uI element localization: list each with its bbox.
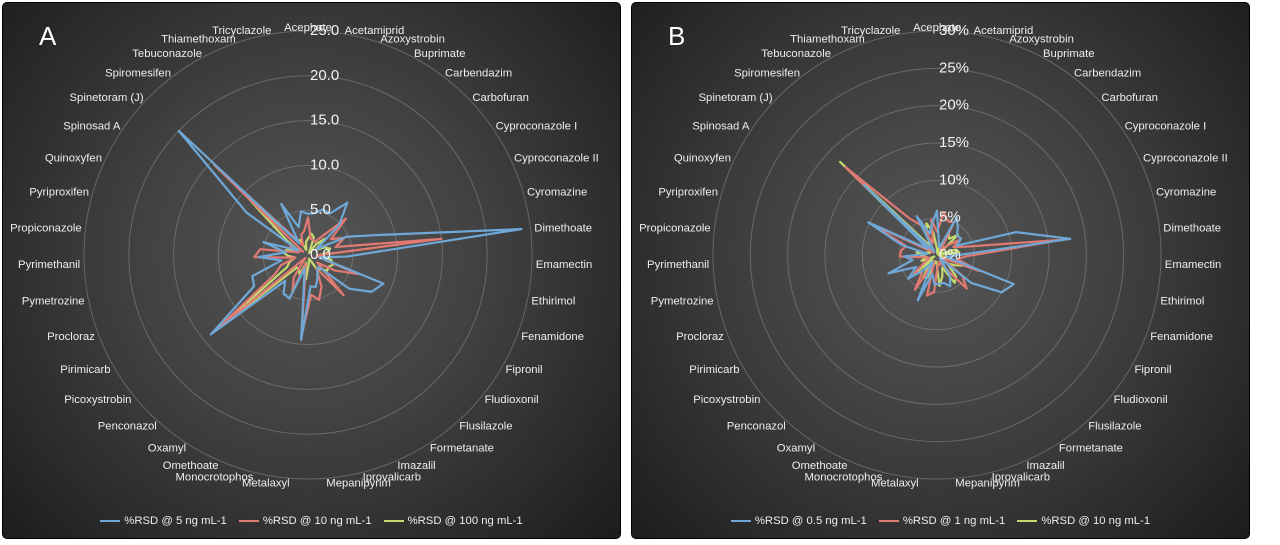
svg-text:0.0: 0.0 — [310, 246, 331, 263]
svg-text:Cyproconazole II: Cyproconazole II — [1143, 152, 1228, 164]
svg-text:Pyrimethanil: Pyrimethanil — [18, 259, 80, 271]
svg-text:Pyriproxifen: Pyriproxifen — [658, 187, 718, 199]
svg-text:10.0: 10.0 — [310, 156, 339, 173]
svg-text:0%: 0% — [939, 246, 961, 263]
svg-text:15.0: 15.0 — [310, 112, 339, 129]
svg-text:Spinetoram (J): Spinetoram (J) — [70, 92, 144, 104]
svg-text:Pirimicarb: Pirimicarb — [689, 364, 739, 376]
svg-text:Quinoxyfen: Quinoxyfen — [45, 152, 102, 164]
svg-text:Spiromesifen: Spiromesifen — [105, 68, 171, 80]
svg-text:Azoxystrobin: Azoxystrobin — [380, 34, 445, 46]
svg-text:Buprimate: Buprimate — [414, 48, 466, 60]
svg-text:Flusilazole: Flusilazole — [1088, 421, 1141, 433]
svg-text:Fludioxonil: Fludioxonil — [485, 394, 539, 406]
svg-text:Tebuconazole: Tebuconazole — [132, 48, 202, 60]
svg-text:15%: 15% — [939, 134, 969, 151]
svg-text:Tebuconazole: Tebuconazole — [761, 48, 831, 60]
svg-text:Picoxystrobin: Picoxystrobin — [693, 394, 760, 406]
svg-text:Carbendazim: Carbendazim — [445, 68, 512, 80]
svg-text:Omethoate: Omethoate — [792, 460, 848, 472]
svg-text:Cyproconazole I: Cyproconazole I — [1125, 121, 1207, 133]
svg-text:Fipronil: Fipronil — [506, 364, 543, 376]
svg-text:Spinosad A: Spinosad A — [63, 121, 121, 133]
svg-text:Flusilazole: Flusilazole — [459, 421, 512, 433]
svg-text:Formetanate: Formetanate — [430, 443, 494, 455]
svg-text:Pyriproxifen: Pyriproxifen — [29, 187, 89, 199]
svg-text:Tricyclazole: Tricyclazole — [841, 25, 900, 37]
svg-text:Pyrimethanil: Pyrimethanil — [647, 259, 709, 271]
svg-text:Propiconazole: Propiconazole — [10, 223, 82, 235]
svg-text:Monocrotophos: Monocrotophos — [176, 471, 254, 483]
svg-text:Acephate: Acephate — [284, 22, 332, 34]
svg-text:Ethirimol: Ethirimol — [531, 296, 575, 308]
svg-text:Carbendazim: Carbendazim — [1074, 68, 1141, 80]
svg-text:Carbofuran: Carbofuran — [1101, 92, 1158, 104]
svg-text:Penconazol: Penconazol — [727, 421, 786, 433]
svg-text:Mepanipyrim: Mepanipyrim — [955, 477, 1020, 489]
svg-text:Procloraz: Procloraz — [676, 331, 724, 343]
svg-text:20%: 20% — [939, 97, 969, 114]
svg-text:Cyromazine: Cyromazine — [527, 187, 587, 199]
svg-text:Quinoxyfen: Quinoxyfen — [674, 152, 731, 164]
svg-text:Ethirimol: Ethirimol — [1160, 296, 1204, 308]
svg-text:Fenamidone: Fenamidone — [1150, 331, 1213, 343]
svg-text:Spiromesifen: Spiromesifen — [734, 68, 800, 80]
svg-text:Dimethoate: Dimethoate — [534, 223, 592, 235]
svg-text:Cyromazine: Cyromazine — [1156, 187, 1216, 199]
svg-text:Monocrotophos: Monocrotophos — [805, 471, 883, 483]
svg-text:A: A — [39, 21, 57, 51]
svg-text:Cyproconazole II: Cyproconazole II — [514, 152, 599, 164]
svg-text:Acephate: Acephate — [913, 22, 961, 34]
svg-text:Mepanipyrim: Mepanipyrim — [326, 477, 391, 489]
svg-text:Emamectin: Emamectin — [1165, 259, 1222, 271]
svg-text:B: B — [668, 21, 685, 51]
svg-text:Fludioxonil: Fludioxonil — [1114, 394, 1168, 406]
svg-text:20.0: 20.0 — [310, 67, 339, 84]
svg-text:Fenamidone: Fenamidone — [521, 331, 584, 343]
svg-text:Pirimicarb: Pirimicarb — [60, 364, 110, 376]
svg-text:Tricyclazole: Tricyclazole — [212, 25, 271, 37]
svg-text:5.0: 5.0 — [310, 201, 331, 218]
svg-text:Imazalil: Imazalil — [1026, 460, 1064, 472]
svg-text:Spinetoram (J): Spinetoram (J) — [699, 92, 773, 104]
svg-text:Carbofuran: Carbofuran — [472, 92, 529, 104]
svg-text:Emamectin: Emamectin — [536, 259, 593, 271]
svg-text:Buprimate: Buprimate — [1043, 48, 1095, 60]
svg-text:Procloraz: Procloraz — [47, 331, 95, 343]
svg-text:Cyproconazole I: Cyproconazole I — [496, 121, 578, 133]
svg-text:Fipronil: Fipronil — [1135, 364, 1172, 376]
svg-text:Pymetrozine: Pymetrozine — [651, 296, 714, 308]
svg-text:Omethoate: Omethoate — [163, 460, 219, 472]
svg-text:Propiconazole: Propiconazole — [639, 223, 711, 235]
svg-text:Oxamyl: Oxamyl — [777, 443, 815, 455]
svg-text:Imazalil: Imazalil — [397, 460, 435, 472]
svg-text:Penconazol: Penconazol — [98, 421, 157, 433]
svg-text:5%: 5% — [939, 209, 961, 226]
svg-text:Picoxystrobin: Picoxystrobin — [64, 394, 131, 406]
svg-text:25%: 25% — [939, 59, 969, 76]
svg-text:10%: 10% — [939, 171, 969, 188]
svg-text:Oxamyl: Oxamyl — [148, 443, 186, 455]
svg-text:Pymetrozine: Pymetrozine — [22, 296, 85, 308]
svg-text:Dimethoate: Dimethoate — [1163, 223, 1221, 235]
svg-text:Spinosad A: Spinosad A — [692, 121, 750, 133]
svg-text:Azoxystrobin: Azoxystrobin — [1009, 34, 1074, 46]
svg-text:Formetanate: Formetanate — [1059, 443, 1123, 455]
